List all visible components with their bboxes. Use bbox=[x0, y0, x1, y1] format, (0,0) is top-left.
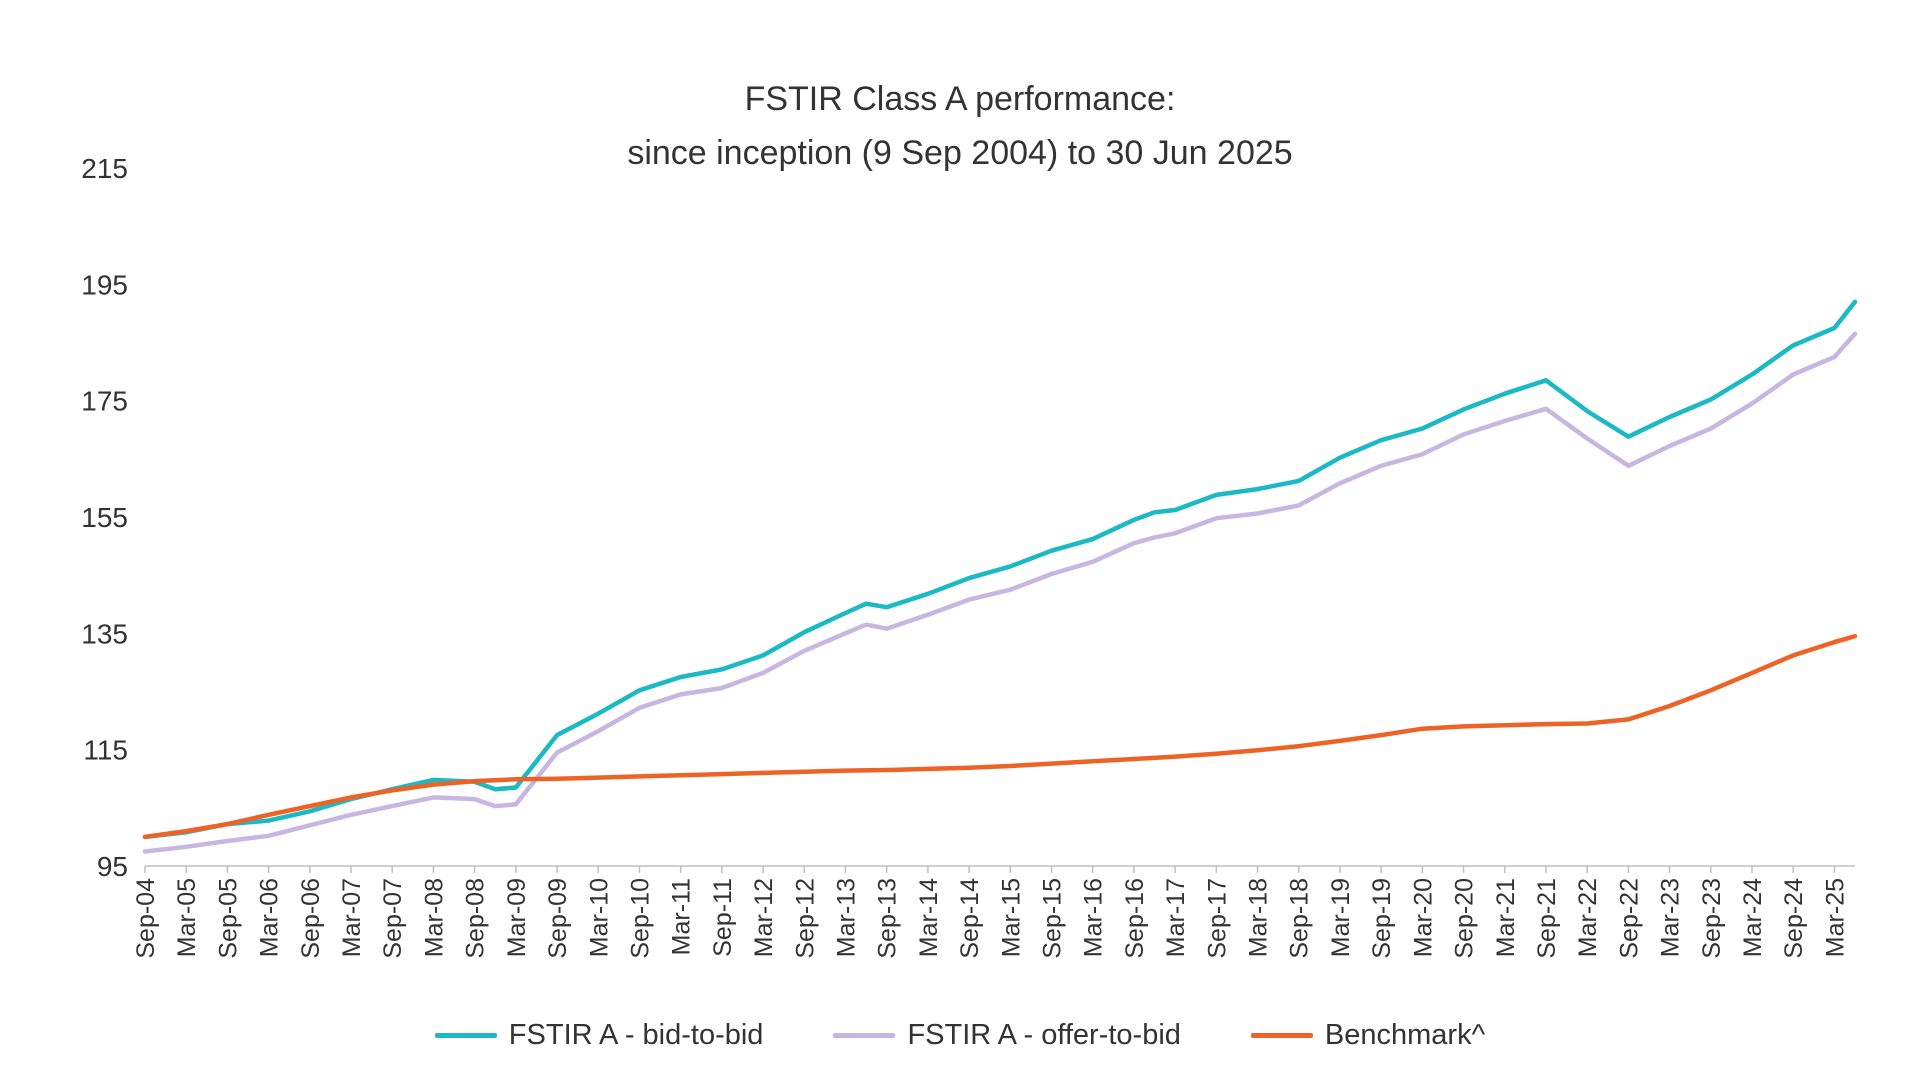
y-tick-label: 215 bbox=[81, 153, 128, 184]
x-tick-label: Sep-11 bbox=[709, 878, 737, 957]
x-tick-label: Mar-21 bbox=[1492, 878, 1520, 957]
x-tick-label: Mar-15 bbox=[997, 878, 1025, 957]
x-tick-label: Sep-15 bbox=[1039, 878, 1067, 959]
series-layer bbox=[142, 299, 1858, 854]
x-tick-label: Sep-08 bbox=[462, 878, 490, 959]
x-tick-label: Mar-22 bbox=[1574, 878, 1602, 957]
x-tick-label: Sep-17 bbox=[1203, 878, 1231, 959]
legend-label-offer-to-bid: FSTIR A - offer-to-bid bbox=[907, 1018, 1181, 1051]
x-tick-label: Sep-13 bbox=[874, 878, 902, 959]
legend-swatch-bid-to-bid bbox=[434, 1032, 497, 1038]
chart-title-line-1: FSTIR Class A performance: bbox=[744, 80, 1176, 118]
x-tick-label: Sep-18 bbox=[1286, 878, 1314, 959]
x-tick-label: Sep-04 bbox=[132, 878, 160, 959]
x-tick-label: Mar-17 bbox=[1162, 878, 1190, 957]
legend-label-benchmark: Benchmark^ bbox=[1324, 1018, 1486, 1051]
x-tick-label: Sep-23 bbox=[1698, 878, 1726, 959]
x-tick-label: Mar-07 bbox=[338, 878, 366, 957]
x-tick-label: Mar-05 bbox=[173, 878, 201, 957]
y-axis-ticks: 95 115 135 155 175 195 215 bbox=[81, 153, 128, 882]
legend-swatch-benchmark bbox=[1250, 1032, 1313, 1038]
x-tick-label: Sep-09 bbox=[544, 878, 572, 959]
x-tick-label: Sep-16 bbox=[1121, 878, 1149, 959]
legend-label-bid-to-bid: FSTIR A - bid-to-bid bbox=[508, 1018, 764, 1051]
legend-item-offer-to-bid: FSTIR A - offer-to-bid bbox=[833, 1018, 1181, 1052]
x-tick-label: Sep-12 bbox=[791, 878, 819, 959]
x-tick-label: Mar-12 bbox=[750, 878, 778, 957]
x-tick-label: Mar-11 bbox=[668, 878, 696, 955]
chart-title-line-2: since inception (9 Sep 2004) to 30 Jun 2… bbox=[627, 134, 1293, 172]
x-tick-label: Sep-20 bbox=[1451, 878, 1479, 959]
x-tick-label: Mar-18 bbox=[1245, 878, 1273, 957]
x-tick-label: Sep-10 bbox=[626, 878, 654, 959]
y-tick-label: 115 bbox=[83, 735, 128, 766]
y-tick-label: 155 bbox=[81, 502, 128, 533]
legend-swatch-offer-to-bid bbox=[833, 1032, 896, 1038]
legend: FSTIR A - bid-to-bid FSTIR A - offer-to-… bbox=[0, 1015, 1920, 1055]
y-tick-label: 135 bbox=[81, 618, 128, 649]
x-tick-label: Mar-08 bbox=[420, 878, 448, 957]
x-tick-label: Sep-05 bbox=[214, 878, 242, 959]
x-tick-label: Sep-22 bbox=[1615, 878, 1643, 959]
legend-item-bid-to-bid: FSTIR A - bid-to-bid bbox=[434, 1018, 764, 1052]
x-tick-label: Mar-14 bbox=[915, 878, 943, 957]
x-tick-label: Sep-24 bbox=[1780, 878, 1808, 959]
series-line-offer-to-bid bbox=[142, 331, 1858, 854]
x-tick-label: Mar-24 bbox=[1739, 878, 1767, 957]
x-tick-label: Sep-14 bbox=[956, 878, 984, 959]
x-tick-label: Sep-06 bbox=[297, 878, 325, 959]
x-tick-label: Sep-19 bbox=[1368, 878, 1396, 959]
x-tick-label: Sep-07 bbox=[379, 878, 407, 959]
series-line-benchmark bbox=[142, 633, 1858, 840]
x-tick-label: Mar-23 bbox=[1657, 878, 1685, 957]
x-tick-label: Mar-10 bbox=[585, 878, 613, 957]
x-tick-label: Sep-21 bbox=[1533, 878, 1561, 959]
y-tick-label: 195 bbox=[81, 269, 128, 300]
x-tick-label: Mar-19 bbox=[1327, 878, 1355, 957]
legend-item-benchmark: Benchmark^ bbox=[1250, 1018, 1486, 1052]
x-tick-label: Mar-20 bbox=[1409, 878, 1437, 957]
x-axis: Sep-04 Mar-05 Sep-05 Mar-06 Sep-06 Mar-07 Sep-… bbox=[132, 865, 1855, 959]
x-tick-label: Mar-13 bbox=[832, 878, 860, 957]
y-tick-label: 95 bbox=[97, 851, 128, 882]
y-tick-label: 175 bbox=[81, 386, 128, 417]
x-tick-label: Mar-09 bbox=[503, 878, 531, 957]
x-tick-label: Mar-25 bbox=[1821, 878, 1849, 957]
x-tick-label: Mar-06 bbox=[256, 878, 284, 957]
chart-title: FSTIR Class A performance: since incepti… bbox=[0, 72, 1920, 180]
x-tick-label: Mar-16 bbox=[1080, 878, 1108, 957]
series-line-bid-to-bid bbox=[142, 299, 1858, 840]
